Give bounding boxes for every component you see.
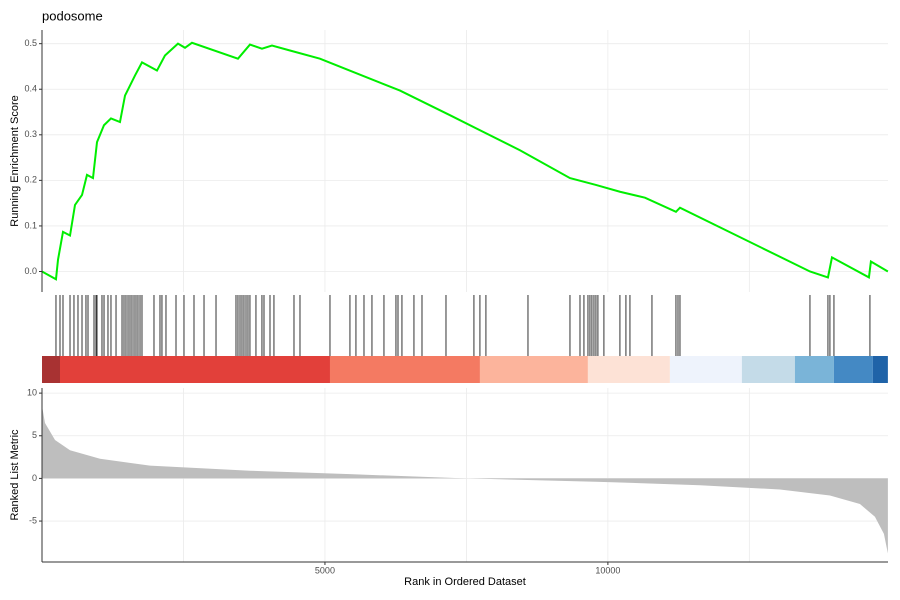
enrichment-line (41, 41, 889, 281)
y-tick-label: 0.1 (24, 220, 37, 230)
color-band (587, 356, 670, 383)
y-tick-label: 0.5 (24, 38, 37, 48)
color-band (741, 356, 795, 383)
color-band (669, 356, 742, 383)
color-band (329, 356, 480, 383)
y-tick-label: 0.4 (24, 84, 37, 94)
y-tick-label: -5 (29, 515, 37, 525)
y-tick-label: 0.2 (24, 175, 37, 185)
y-tick-label: 0.0 (24, 266, 37, 276)
y-axis-label: Ranked List Metric (9, 429, 21, 521)
color-band (59, 356, 330, 383)
y-axis-label: Running Enrichment Score (9, 95, 21, 226)
color-band (833, 356, 873, 383)
color-band (872, 356, 888, 383)
y-tick-label: 5 (32, 430, 37, 440)
metric-area (42, 405, 888, 554)
color-band (42, 356, 60, 383)
x-tick-label: 5000 (315, 565, 335, 575)
color-band (479, 356, 588, 383)
y-tick-label: 10 (27, 387, 37, 397)
y-tick-label: 0.3 (24, 129, 37, 139)
x-tick-label: 10000 (595, 565, 620, 575)
x-axis-label: Rank in Ordered Dataset (404, 576, 526, 588)
y-tick-label: 0 (32, 473, 37, 483)
color-band (794, 356, 834, 383)
chart-title: podosome (42, 8, 103, 23)
